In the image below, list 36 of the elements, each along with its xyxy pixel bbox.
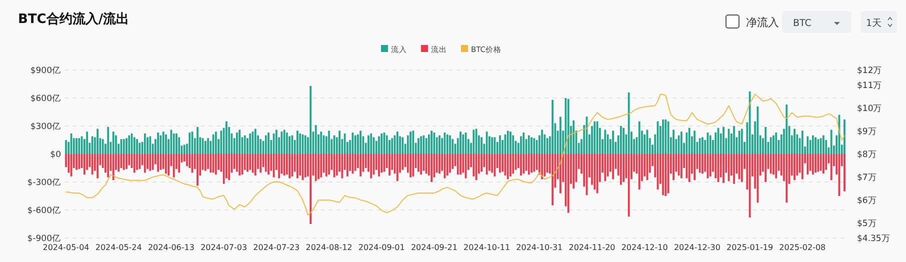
y2-tick-label: $12万 xyxy=(857,66,882,76)
chart-title: BTC合约流入/流出 xyxy=(18,11,130,27)
x-tick-label: 2024-09-21 xyxy=(410,243,458,252)
y2-tick-label: $10万 xyxy=(857,104,882,114)
x-tick-label: 2024-09-01 xyxy=(358,243,405,252)
text: 1天 xyxy=(866,18,882,29)
y2-tick-label: $8万 xyxy=(857,150,877,160)
x-tick-label: 2025-01-19 xyxy=(726,243,774,252)
y-tick-label: $-300亿 xyxy=(27,177,61,188)
y-tick-label: $600亿 xyxy=(30,93,61,104)
y-tick-label: $-600亿 xyxy=(27,205,61,216)
x-tick-label: 2025-02-08 xyxy=(779,243,826,252)
y-tick-label: $0 xyxy=(50,150,61,160)
x-tick-label: 2024-10-11 xyxy=(464,243,510,252)
x-tick-label: 2024-06-13 xyxy=(148,243,194,252)
y-tick-label: $900亿 xyxy=(30,65,61,76)
x-tick-label: 2024-07-23 xyxy=(253,243,300,252)
y-tick-label: $300亿 xyxy=(30,121,61,132)
text: 净流入 xyxy=(746,16,779,29)
y2-tick-label: $9万 xyxy=(857,126,877,137)
x-tick-label: 2024-08-12 xyxy=(306,243,352,252)
x-tick-label: 2024-05-24 xyxy=(95,243,142,252)
y2-tick-label: $6万 xyxy=(857,196,877,206)
x-tick-label: 2024-12-10 xyxy=(621,243,668,252)
x-tick-label: 2024-07-03 xyxy=(200,243,248,252)
x-tick-label: 2024-10-31 xyxy=(516,243,563,252)
line-series xyxy=(66,94,845,216)
y2-tick-label: $7万 xyxy=(857,173,877,184)
x-tick-label: 2024-05-04 xyxy=(42,243,90,252)
x-tick-label: 2024-12-30 xyxy=(674,243,720,252)
y2-tick-label: $5万 xyxy=(857,219,877,230)
y-tick-label: $-900亿 xyxy=(27,233,61,244)
text: BTC xyxy=(793,18,812,29)
y2-tick-label: $11万 xyxy=(857,80,882,91)
x-tick-label: 2024-11-20 xyxy=(568,243,616,252)
y2-tick-label: $4.35万 xyxy=(857,234,890,244)
